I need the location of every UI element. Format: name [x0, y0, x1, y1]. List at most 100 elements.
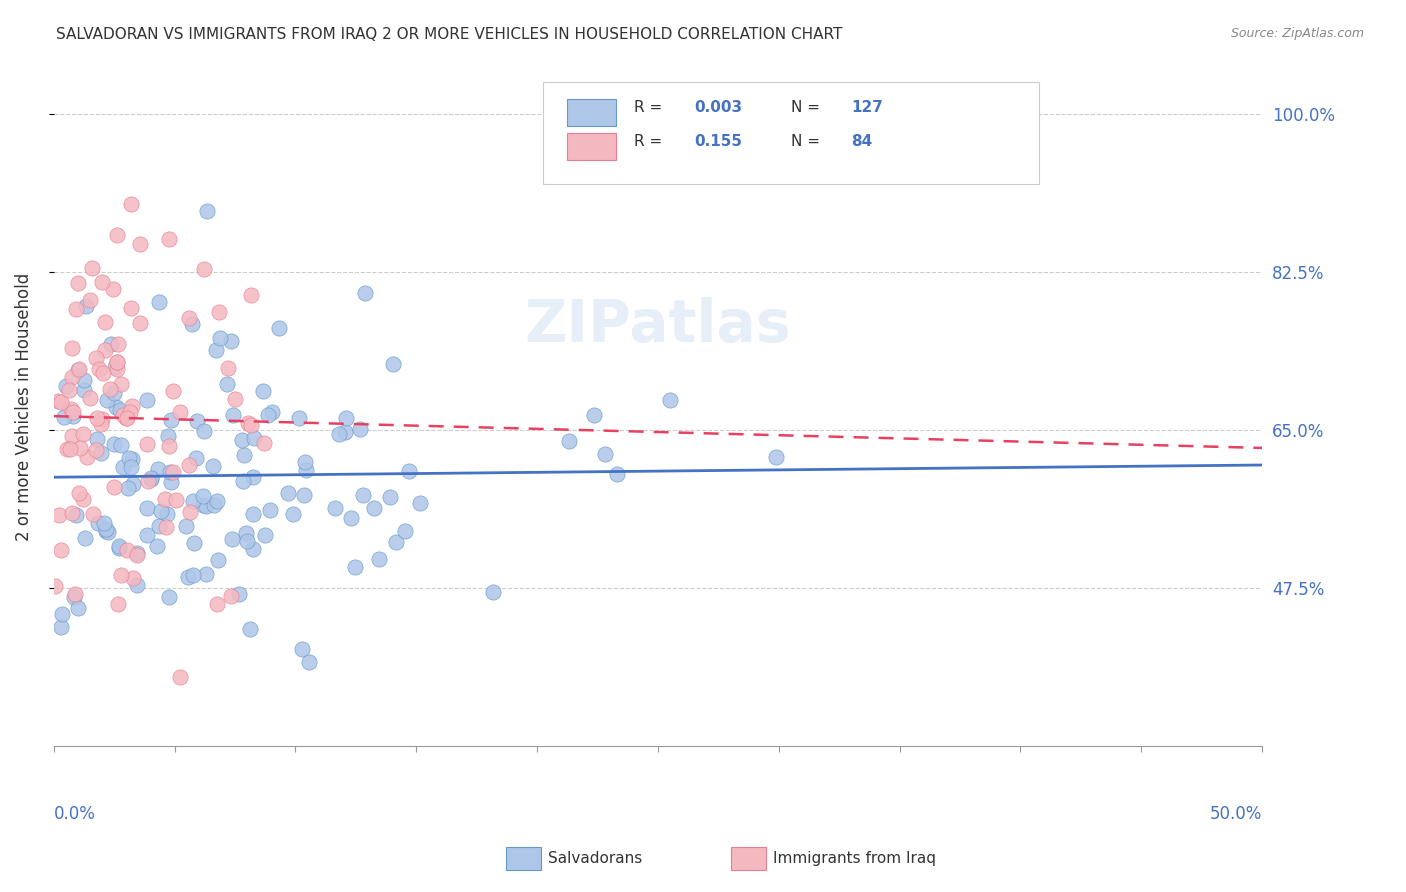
Salvadorans: [193, 424, 215, 438]
Salvadorans: [181, 494, 204, 508]
Immigrants from Iraq: [69, 441, 91, 455]
Salvadorans: [87, 516, 110, 530]
Salvadorans: [323, 501, 346, 516]
Immigrants from Iraq: [98, 382, 121, 396]
Immigrants from Iraq: [179, 505, 201, 519]
Salvadorans: [335, 410, 357, 425]
Salvadorans: [120, 459, 142, 474]
Immigrants from Iraq: [86, 410, 108, 425]
Immigrants from Iraq: [157, 439, 180, 453]
Immigrants from Iraq: [79, 391, 101, 405]
Immigrants from Iraq: [121, 399, 143, 413]
Salvadorans: [295, 463, 318, 477]
Immigrants from Iraq: [59, 401, 82, 416]
Salvadorans: [765, 450, 787, 465]
Salvadorans: [269, 320, 291, 334]
Immigrants from Iraq: [84, 442, 107, 457]
Text: 0.155: 0.155: [695, 134, 742, 149]
Immigrants from Iraq: [103, 480, 125, 494]
Immigrants from Iraq: [120, 197, 142, 211]
Salvadorans: [595, 447, 617, 461]
Salvadorans: [252, 384, 274, 398]
Salvadorans: [208, 330, 231, 344]
Salvadorans: [228, 587, 250, 601]
Immigrants from Iraq: [219, 589, 242, 603]
Salvadorans: [582, 408, 605, 422]
Text: 84: 84: [851, 134, 873, 149]
Immigrants from Iraq: [91, 276, 114, 290]
Immigrants from Iraq: [80, 260, 103, 275]
Salvadorans: [93, 516, 115, 531]
Salvadorans: [385, 534, 408, 549]
Salvadorans: [352, 488, 374, 502]
Salvadorans: [378, 490, 401, 504]
Immigrants from Iraq: [103, 282, 125, 296]
Immigrants from Iraq: [62, 405, 84, 419]
Salvadorans: [294, 455, 316, 469]
Salvadorans: [157, 590, 180, 604]
Salvadorans: [160, 413, 183, 427]
Immigrants from Iraq: [208, 305, 231, 319]
Salvadorans: [191, 498, 214, 512]
Salvadorans: [181, 568, 204, 582]
Salvadorans: [55, 379, 77, 393]
Salvadorans: [363, 501, 385, 516]
Immigrants from Iraq: [110, 567, 132, 582]
Salvadorans: [139, 471, 162, 485]
FancyBboxPatch shape: [567, 99, 616, 126]
Salvadorans: [186, 450, 208, 465]
Salvadorans: [204, 343, 226, 358]
Salvadorans: [256, 408, 278, 422]
Immigrants from Iraq: [110, 376, 132, 391]
Immigrants from Iraq: [89, 362, 111, 376]
FancyBboxPatch shape: [567, 133, 616, 160]
Salvadorans: [103, 437, 125, 451]
Salvadorans: [86, 433, 108, 447]
Immigrants from Iraq: [72, 492, 94, 507]
Immigrants from Iraq: [240, 417, 263, 432]
Salvadorans: [222, 408, 245, 422]
Salvadorans: [195, 500, 218, 514]
Salvadorans: [73, 383, 96, 397]
Immigrants from Iraq: [107, 337, 129, 351]
Immigrants from Iraq: [159, 232, 181, 246]
Salvadorans: [104, 359, 127, 374]
Salvadorans: [558, 434, 581, 448]
Salvadorans: [176, 519, 198, 533]
Salvadorans: [110, 438, 132, 452]
Salvadorans: [157, 429, 180, 443]
Salvadorans: [67, 601, 90, 615]
Immigrants from Iraq: [79, 293, 101, 308]
Salvadorans: [73, 531, 96, 545]
Salvadorans: [121, 451, 143, 466]
Text: 0.0%: 0.0%: [53, 805, 96, 822]
Salvadorans: [242, 542, 264, 557]
Salvadorans: [368, 551, 391, 566]
Salvadorans: [262, 404, 284, 418]
Immigrants from Iraq: [217, 361, 239, 376]
Immigrants from Iraq: [127, 548, 149, 562]
Salvadorans: [353, 285, 375, 300]
Salvadorans: [136, 528, 159, 542]
Salvadorans: [221, 532, 243, 546]
Immigrants from Iraq: [205, 597, 228, 611]
Immigrants from Iraq: [58, 384, 80, 398]
Immigrants from Iraq: [115, 543, 138, 558]
Salvadorans: [281, 508, 304, 522]
Salvadorans: [103, 386, 125, 401]
Immigrants from Iraq: [91, 411, 114, 425]
Immigrants from Iraq: [129, 236, 152, 251]
Immigrants from Iraq: [84, 351, 107, 365]
Immigrants from Iraq: [65, 302, 87, 317]
Salvadorans: [94, 524, 117, 539]
Salvadorans: [298, 656, 321, 670]
Salvadorans: [201, 458, 224, 473]
Salvadorans: [235, 525, 257, 540]
Salvadorans: [51, 620, 73, 634]
Immigrants from Iraq: [44, 579, 66, 593]
Salvadorans: [381, 357, 404, 371]
Immigrants from Iraq: [72, 426, 94, 441]
Salvadorans: [658, 393, 681, 408]
Immigrants from Iraq: [91, 366, 114, 380]
Immigrants from Iraq: [60, 370, 83, 384]
